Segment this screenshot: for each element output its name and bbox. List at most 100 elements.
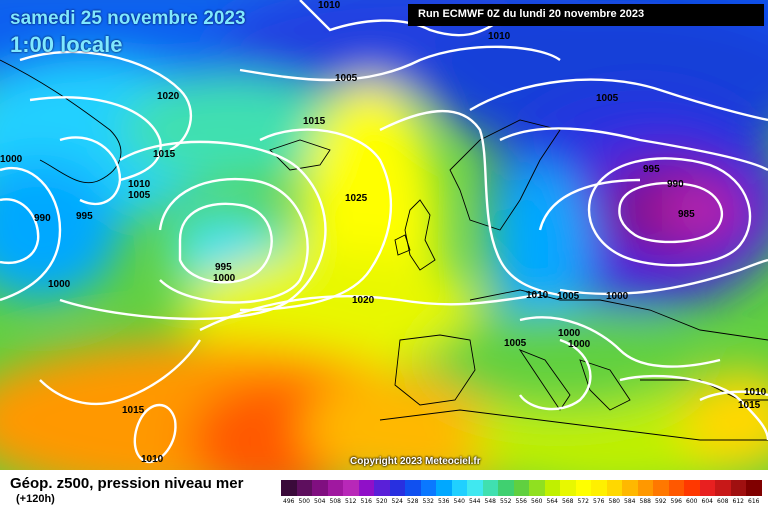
color-swatch (575, 480, 591, 496)
color-swatch (482, 480, 498, 496)
color-scale-label: 596 (670, 498, 682, 505)
color-swatch (699, 480, 715, 496)
color-swatch (296, 480, 312, 496)
color-scale-label: 560 (531, 498, 543, 505)
color-swatch (405, 480, 421, 496)
color-scale-label: 612 (732, 498, 744, 505)
map-footer: Géop. z500, pression niveau mer (+120h) … (0, 470, 768, 512)
color-scale-label: 552 (500, 498, 512, 505)
isobar-label: 990 (34, 213, 51, 224)
color-swatch (746, 480, 762, 496)
color-scale-label: 500 (298, 498, 310, 505)
isobar-label: 1005 (557, 291, 580, 302)
isobar-label: 1015 (303, 116, 326, 127)
isobar-labels: 1010 1005 1010 1005 1020 1015 1015 1010 … (0, 0, 767, 465)
color-scale-label: 604 (701, 498, 713, 505)
isobar-label: 1010 (318, 0, 341, 11)
color-scale-label: 608 (717, 498, 729, 505)
run-info-bar: Run ECMWF 0Z du lundi 20 novembre 2023 (408, 4, 764, 26)
coastlines (0, 59, 768, 441)
forecast-time: 1:00 locale (10, 32, 123, 57)
color-scale-label: 536 (438, 498, 450, 505)
color-swatch (606, 480, 622, 496)
color-scale-label: 508 (329, 498, 341, 505)
isobar-label: 1020 (352, 295, 375, 306)
isobar-label: 1000 (0, 154, 23, 165)
color-swatch (343, 480, 359, 496)
color-scale-label: 532 (422, 498, 434, 505)
isobar-label: 995 (643, 164, 660, 175)
isobar-label: 1000 (213, 273, 236, 284)
color-swatch (436, 480, 452, 496)
color-swatch (560, 480, 576, 496)
color-swatch (637, 480, 653, 496)
isobar-label: 1020 (157, 91, 180, 102)
isobar-label: 1010 (744, 387, 767, 398)
color-swatch (312, 480, 328, 496)
isobar-label: 1005 (596, 93, 619, 104)
isobar-lines (0, 0, 768, 464)
color-scale-label: 556 (515, 498, 527, 505)
color-scale-label: 544 (469, 498, 481, 505)
color-scale-label: 504 (314, 498, 326, 505)
color-swatch (374, 480, 390, 496)
isobar-label: 1010 (128, 179, 151, 190)
isobar-label: 1010 (488, 31, 511, 42)
color-scale-label: 592 (655, 498, 667, 505)
color-scale-label: 496 (283, 498, 295, 505)
color-swatch (730, 480, 746, 496)
isobar-label: 1025 (345, 193, 368, 204)
isobar-label: 1000 (48, 279, 71, 290)
color-scale-label: 600 (686, 498, 698, 505)
color-scale-label: 564 (546, 498, 558, 505)
color-swatch (715, 480, 731, 496)
color-swatch (389, 480, 405, 496)
color-scale-label: 548 (484, 498, 496, 505)
color-scale-label: 512 (345, 498, 357, 505)
color-swatch (684, 480, 700, 496)
color-scale-label: 572 (577, 498, 589, 505)
color-scale-label: 576 (593, 498, 605, 505)
color-scale-label: 524 (391, 498, 403, 505)
isobar-label: 1010 (141, 454, 164, 465)
geopotential-field (0, 0, 768, 470)
isobar-label: 1000 (606, 291, 629, 302)
isobar-label: 1005 (504, 338, 527, 349)
color-scale-label: 584 (624, 498, 636, 505)
isobar-label: 1015 (738, 400, 761, 411)
color-swatch (420, 480, 436, 496)
isobar-label: 1000 (558, 328, 581, 339)
color-scale-label: 588 (639, 498, 651, 505)
color-scale-label: 520 (376, 498, 388, 505)
isobar-label: 1015 (122, 405, 145, 416)
color-scale-label: 528 (407, 498, 419, 505)
color-swatch (668, 480, 684, 496)
isobar-label: 995 (76, 211, 93, 222)
color-swatch (529, 480, 545, 496)
color-swatch (544, 480, 560, 496)
forecast-date: samedi 25 novembre 2023 (10, 8, 246, 29)
color-swatch (653, 480, 669, 496)
color-swatch (467, 480, 483, 496)
isobar-label: 1005 (128, 190, 151, 201)
copyright-notice: Copyright 2023 Meteociel.fr (350, 456, 481, 467)
isobar-label: 1000 (568, 339, 591, 350)
color-swatch (622, 480, 638, 496)
color-scale-label: 616 (748, 498, 760, 505)
isobar-label: 990 (667, 179, 684, 190)
isobar-label: 995 (215, 262, 232, 273)
color-scale-label: 516 (360, 498, 372, 505)
pressure-map: 1010 1005 1010 1005 1020 1015 1015 1010 … (0, 0, 768, 470)
color-swatch (358, 480, 374, 496)
isobar-label: 1005 (335, 73, 358, 84)
color-swatch (498, 480, 514, 496)
color-scale-label: 568 (562, 498, 574, 505)
isobar-label: 1010 (526, 290, 549, 301)
color-scale-label: 540 (453, 498, 465, 505)
color-swatch (451, 480, 467, 496)
color-swatch (327, 480, 343, 496)
isobar-label: 1015 (153, 149, 176, 160)
color-swatch (591, 480, 607, 496)
color-swatch (513, 480, 529, 496)
